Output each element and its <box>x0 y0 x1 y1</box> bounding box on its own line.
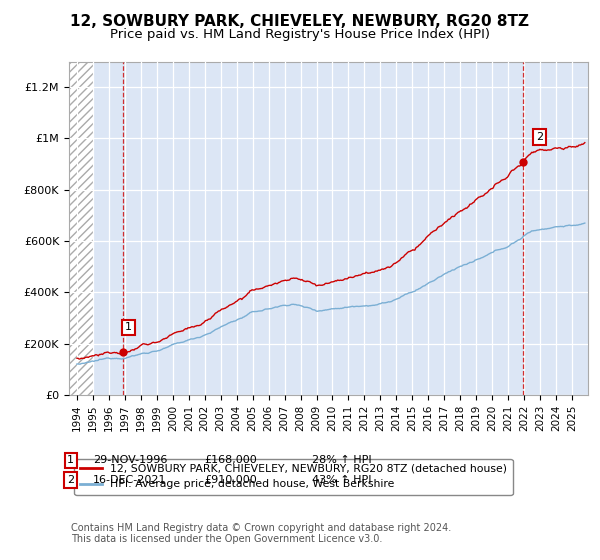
Text: 28% ↑ HPI: 28% ↑ HPI <box>312 455 371 465</box>
Text: £910,000: £910,000 <box>204 475 257 485</box>
Text: 16-DEC-2021: 16-DEC-2021 <box>93 475 167 485</box>
Text: 2: 2 <box>67 475 74 485</box>
Text: 43% ↑ HPI: 43% ↑ HPI <box>312 475 371 485</box>
Legend: 12, SOWBURY PARK, CHIEVELEY, NEWBURY, RG20 8TZ (detached house), HPI: Average pr: 12, SOWBURY PARK, CHIEVELEY, NEWBURY, RG… <box>74 459 512 495</box>
Text: Price paid vs. HM Land Registry's House Price Index (HPI): Price paid vs. HM Land Registry's House … <box>110 28 490 41</box>
Text: 29-NOV-1996: 29-NOV-1996 <box>93 455 167 465</box>
Text: 2: 2 <box>536 132 543 142</box>
Text: 12, SOWBURY PARK, CHIEVELEY, NEWBURY, RG20 8TZ: 12, SOWBURY PARK, CHIEVELEY, NEWBURY, RG… <box>71 14 530 29</box>
Text: £168,000: £168,000 <box>204 455 257 465</box>
Text: 1: 1 <box>125 323 132 333</box>
Bar <box>69 45 93 395</box>
Text: 1: 1 <box>67 455 74 465</box>
Text: Contains HM Land Registry data © Crown copyright and database right 2024.
This d: Contains HM Land Registry data © Crown c… <box>71 522 451 544</box>
